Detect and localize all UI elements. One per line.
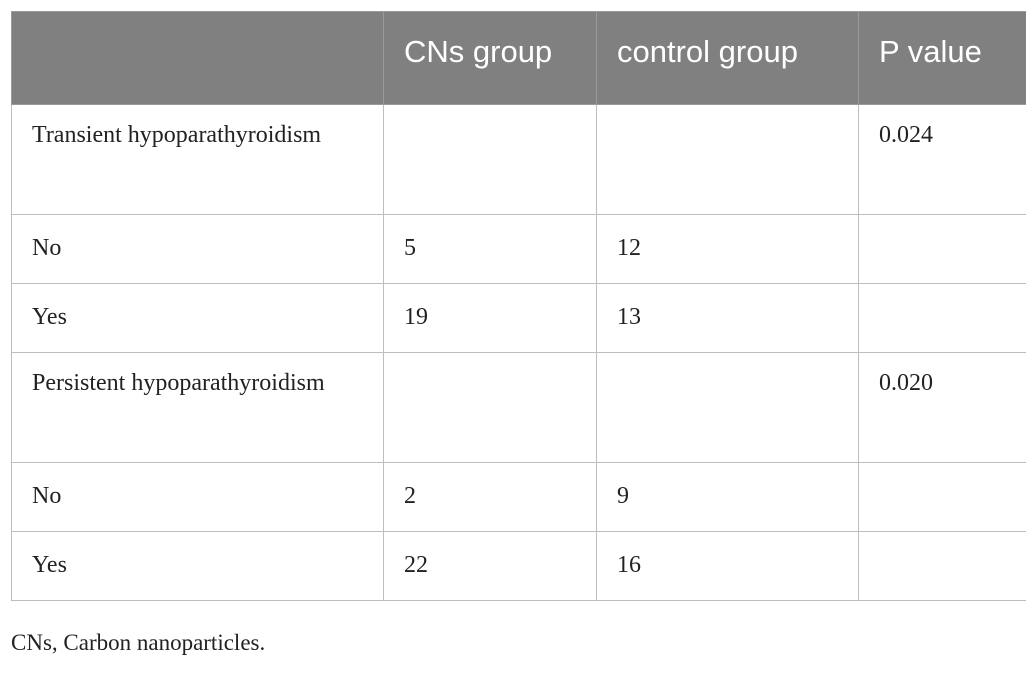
- row-label: Persistent hypoparathyroidism: [11, 352, 384, 463]
- row-label: Yes: [11, 531, 384, 601]
- cns-group-cell: 5: [383, 214, 597, 284]
- table-row: No 2 9: [11, 462, 1026, 532]
- header-cell-control-group: control group: [596, 11, 859, 105]
- cns-group-cell: 22: [383, 531, 597, 601]
- control-group-cell: 13: [596, 283, 859, 353]
- table-row: Transient hypoparathyroidism 0.024: [11, 104, 1026, 215]
- table-footnote: CNs, Carbon nanoparticles.: [11, 630, 266, 655]
- cns-group-cell: [383, 352, 597, 463]
- cns-group-cell: 19: [383, 283, 597, 353]
- cns-group-cell: 2: [383, 462, 597, 532]
- row-label: No: [11, 214, 384, 284]
- row-label: No: [11, 462, 384, 532]
- data-table-container: CNs group control group P value Transien…: [11, 11, 1026, 601]
- table-row: Yes 22 16: [11, 531, 1026, 601]
- header-cell-cns-group: CNs group: [383, 11, 597, 105]
- table-row: No 5 12: [11, 214, 1026, 284]
- control-group-cell: 16: [596, 531, 859, 601]
- header-cell-blank: [11, 11, 384, 105]
- control-group-cell: 12: [596, 214, 859, 284]
- p-value-cell: [858, 531, 1026, 601]
- p-value-cell: [858, 462, 1026, 532]
- table-header-row: CNs group control group P value: [11, 11, 1026, 105]
- table-row: Yes 19 13: [11, 283, 1026, 353]
- table-row: Persistent hypoparathyroidism 0.020: [11, 352, 1026, 463]
- p-value-cell: [858, 214, 1026, 284]
- p-value-cell: 0.024: [858, 104, 1026, 215]
- row-label: Yes: [11, 283, 384, 353]
- control-group-cell: [596, 104, 859, 215]
- p-value-cell: 0.020: [858, 352, 1026, 463]
- p-value-cell: [858, 283, 1026, 353]
- hypoparathyroidism-table: CNs group control group P value Transien…: [11, 11, 1026, 601]
- row-label: Transient hypoparathyroidism: [11, 104, 384, 215]
- control-group-cell: 9: [596, 462, 859, 532]
- header-cell-p-value: P value: [858, 11, 1026, 105]
- cns-group-cell: [383, 104, 597, 215]
- control-group-cell: [596, 352, 859, 463]
